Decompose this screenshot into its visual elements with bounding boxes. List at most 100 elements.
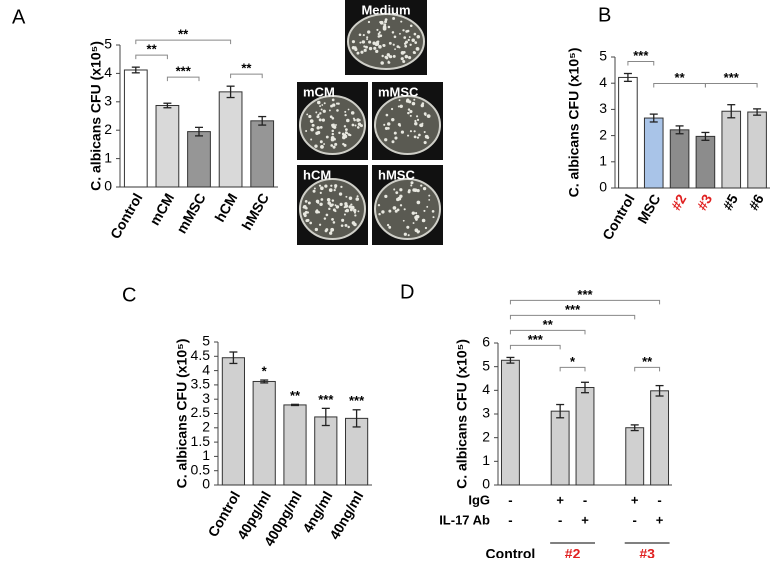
bar xyxy=(575,386,595,486)
colony xyxy=(309,119,314,123)
colony xyxy=(413,130,416,133)
colony xyxy=(340,224,344,227)
colony xyxy=(399,104,403,109)
colony xyxy=(326,198,331,202)
colony xyxy=(325,228,329,232)
x-tick-label: #2 xyxy=(668,191,690,213)
colony xyxy=(334,210,337,213)
colony xyxy=(319,105,322,108)
colony xyxy=(305,129,308,132)
colony xyxy=(365,45,368,49)
colony xyxy=(316,126,320,130)
colony xyxy=(385,113,389,117)
error-bar xyxy=(649,113,658,123)
colony xyxy=(343,125,347,128)
colony xyxy=(324,184,328,188)
colony xyxy=(399,204,403,207)
colony xyxy=(318,184,322,187)
colony xyxy=(388,209,392,213)
colony xyxy=(321,104,324,106)
colony xyxy=(402,51,406,54)
colony xyxy=(315,131,319,135)
colony xyxy=(416,189,420,193)
colony xyxy=(424,226,428,230)
colony xyxy=(384,55,388,59)
colony xyxy=(329,115,333,119)
x-tick-label: Control xyxy=(107,190,146,241)
colony xyxy=(319,140,323,144)
significance-label: *** xyxy=(633,48,649,63)
error-bar xyxy=(581,381,589,394)
colony xyxy=(320,186,324,191)
bar xyxy=(669,129,690,189)
significance-bracket xyxy=(634,366,661,372)
colony xyxy=(408,36,411,38)
colony xyxy=(334,142,338,146)
colony xyxy=(386,223,390,227)
colony xyxy=(354,124,357,127)
colony xyxy=(426,205,429,208)
bar xyxy=(618,76,638,189)
colony xyxy=(416,115,419,118)
colony xyxy=(317,113,320,116)
significance-label: ** xyxy=(147,42,158,57)
significance-bracket xyxy=(627,61,655,66)
colony xyxy=(306,113,309,116)
colony xyxy=(358,118,361,122)
y-tick-label: 0 xyxy=(104,178,112,194)
photo-label: mCM xyxy=(303,84,335,99)
colony xyxy=(314,227,319,232)
colony xyxy=(335,205,340,209)
colony xyxy=(345,195,348,198)
colony xyxy=(415,212,418,215)
significance-label: *** xyxy=(565,302,581,317)
colony xyxy=(394,48,396,51)
significance-bracket xyxy=(559,366,586,372)
colony xyxy=(416,35,421,39)
colony xyxy=(407,189,411,192)
colony xyxy=(409,24,413,28)
colony xyxy=(392,206,397,210)
colony xyxy=(399,188,403,192)
colony xyxy=(431,210,435,213)
colony xyxy=(329,203,333,208)
bar xyxy=(643,117,664,189)
colony xyxy=(368,40,372,44)
colony xyxy=(407,38,410,42)
colony xyxy=(353,208,357,213)
colony xyxy=(311,123,315,127)
colony xyxy=(426,114,431,119)
colony xyxy=(406,225,410,229)
colony xyxy=(416,136,420,139)
photo-label: Medium xyxy=(361,2,410,17)
y-tick-label: 3.5 xyxy=(191,376,211,392)
colony xyxy=(378,212,381,216)
colony xyxy=(372,41,376,45)
colony xyxy=(381,54,384,58)
colony xyxy=(377,35,381,38)
colony xyxy=(414,119,417,123)
colony xyxy=(319,202,323,207)
colony xyxy=(328,188,333,192)
y-tick-label: 5 xyxy=(104,36,112,52)
error-bar xyxy=(195,126,203,137)
colony xyxy=(412,39,415,42)
colony xyxy=(335,124,337,126)
colony xyxy=(349,208,353,212)
bar xyxy=(252,380,276,486)
colony xyxy=(367,30,371,34)
colony xyxy=(320,108,323,111)
colony xyxy=(310,138,313,141)
significance-label: *** xyxy=(577,287,593,302)
colony xyxy=(323,217,327,220)
colony xyxy=(352,117,355,120)
colony xyxy=(339,202,343,206)
colony xyxy=(403,208,406,211)
colony xyxy=(397,105,400,108)
colony xyxy=(423,140,427,145)
error-bar xyxy=(258,115,267,126)
colony xyxy=(432,216,435,219)
colony xyxy=(356,51,360,55)
error-bar xyxy=(655,384,664,397)
colony xyxy=(368,46,373,51)
